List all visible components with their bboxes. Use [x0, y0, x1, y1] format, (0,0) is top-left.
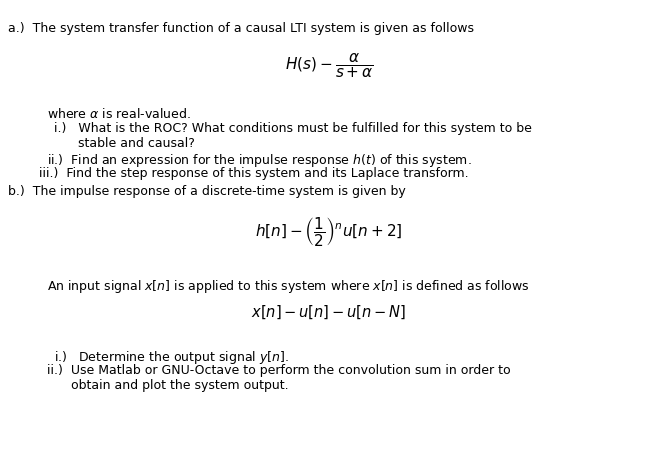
Text: $h[n] - \left(\dfrac{1}{2}\right)^{n} u[n+2]$: $h[n] - \left(\dfrac{1}{2}\right)^{n} u[…: [255, 215, 403, 248]
Text: i.)   Determine the output signal $y[n]$.: i.) Determine the output signal $y[n]$.: [54, 349, 289, 366]
Text: $H(s) - \dfrac{\alpha}{s+\alpha}$: $H(s) - \dfrac{\alpha}{s+\alpha}$: [285, 52, 373, 80]
Text: a.)  The system transfer function of a causal LTI system is given as follows: a.) The system transfer function of a ca…: [8, 22, 474, 35]
Text: obtain and plot the system output.: obtain and plot the system output.: [47, 379, 289, 392]
Text: i.)   What is the ROC? What conditions must be fulfilled for this system to be: i.) What is the ROC? What conditions mus…: [54, 122, 532, 135]
Text: stable and causal?: stable and causal?: [54, 137, 195, 150]
Text: iii.)  Find the step response of this system and its Laplace transform.: iii.) Find the step response of this sys…: [39, 167, 469, 180]
Text: An input signal $x[n]$ is applied to this system where $x[n]$ is defined as foll: An input signal $x[n]$ is applied to thi…: [47, 278, 530, 295]
Text: $x[n] - u[n] - u[n-N]$: $x[n] - u[n] - u[n-N]$: [251, 304, 407, 321]
Text: ii.)  Find an expression for the impulse response $h(t)$ of this system.: ii.) Find an expression for the impulse …: [47, 152, 472, 169]
Text: where $\alpha$ is real-valued.: where $\alpha$ is real-valued.: [47, 107, 191, 121]
Text: ii.)  Use Matlab or GNU-Octave to perform the convolution sum in order to: ii.) Use Matlab or GNU-Octave to perform…: [47, 364, 511, 377]
Text: b.)  The impulse response of a discrete-time system is given by: b.) The impulse response of a discrete-t…: [8, 185, 405, 198]
